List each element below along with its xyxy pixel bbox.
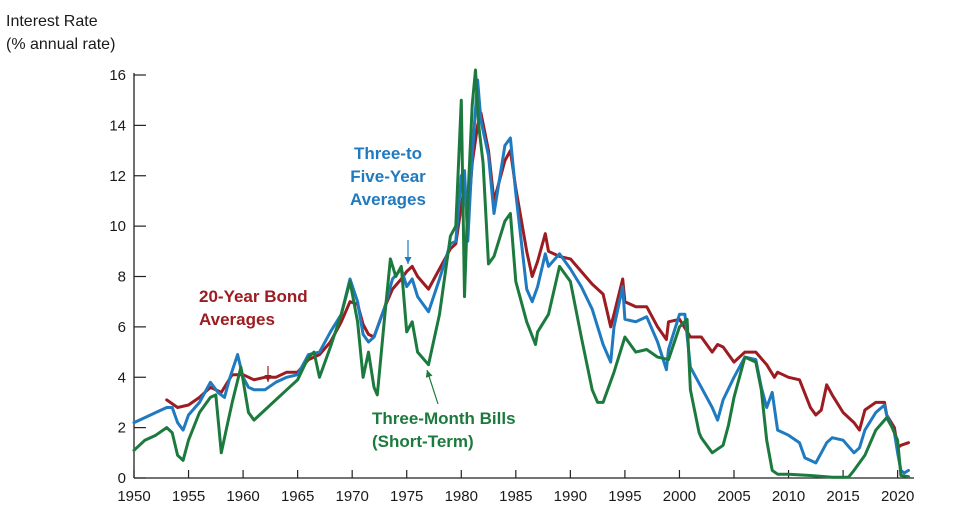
annotation-three-month-bills-line-1: Three-Month Bills	[372, 409, 516, 428]
x-tick-label-2005: 2005	[717, 488, 750, 505]
x-tick-label-1965: 1965	[281, 488, 314, 505]
x-tick-label-1990: 1990	[554, 488, 587, 505]
x-tick-label-2010: 2010	[772, 488, 805, 505]
x-tick-label-1975: 1975	[390, 488, 423, 505]
arrow-20-year-bond	[264, 366, 272, 382]
x-tick-label-1950: 1950	[117, 488, 150, 505]
y-tick-label-10: 10	[109, 218, 126, 235]
y-axis-label-line2: (% annual rate)	[6, 36, 116, 53]
y-tick-label-6: 6	[118, 319, 126, 336]
series-line-mid35	[132, 78, 910, 475]
y-tick-label-12: 12	[109, 168, 126, 185]
x-tick-label-2015: 2015	[826, 488, 859, 505]
y-tick-label-8: 8	[118, 269, 126, 286]
annotation-20-year-bond-line-2: Averages	[199, 310, 275, 329]
y-tick-label-2: 2	[118, 420, 126, 437]
annotation-three-month-bills-line-2: (Short-Term)	[372, 432, 474, 451]
series-line-bill3m	[132, 68, 910, 479]
x-tick-label-1960: 1960	[226, 488, 259, 505]
y-tick-label-14: 14	[109, 117, 126, 134]
x-tick-label-2000: 2000	[663, 488, 696, 505]
arrow-three-month-bills	[425, 369, 439, 405]
arrow-20-year-bond-head	[264, 375, 272, 382]
x-tick-label-1955: 1955	[172, 488, 205, 505]
x-tick-label-1985: 1985	[499, 488, 532, 505]
series-lines	[132, 68, 910, 479]
arrow-three-to-five-year	[404, 240, 412, 264]
annotations: Three-to Five-Year Averages 20-Year Bond Ave…	[199, 144, 516, 451]
x-tick-label-1995: 1995	[608, 488, 641, 505]
x-tick-label-1970: 1970	[335, 488, 368, 505]
y-tick-label-16: 16	[109, 67, 126, 84]
annotation-three-to-five-year-line-3: Averages	[350, 190, 426, 209]
x-tick-label-1980: 1980	[445, 488, 478, 505]
annotation-three-to-five-year-line-2: Five-Year	[350, 167, 426, 186]
y-axis-label-line1: Interest Rate	[6, 13, 98, 30]
y-tick-label-4: 4	[118, 369, 126, 386]
arrow-three-month-bills-head	[425, 370, 433, 378]
arrow-three-to-five-year-head	[404, 257, 412, 264]
annotation-20-year-bond-line-1: 20-Year Bond	[199, 287, 308, 306]
y-tick-label-0: 0	[118, 470, 126, 487]
x-tick-label-2020: 2020	[881, 488, 914, 505]
axes: 0 2 4 6 8 10 12 14 16 1950 1955 1960 1965 1970 1975 198…	[109, 67, 914, 505]
annotation-three-to-five-year-line-1: Three-to	[354, 144, 422, 163]
